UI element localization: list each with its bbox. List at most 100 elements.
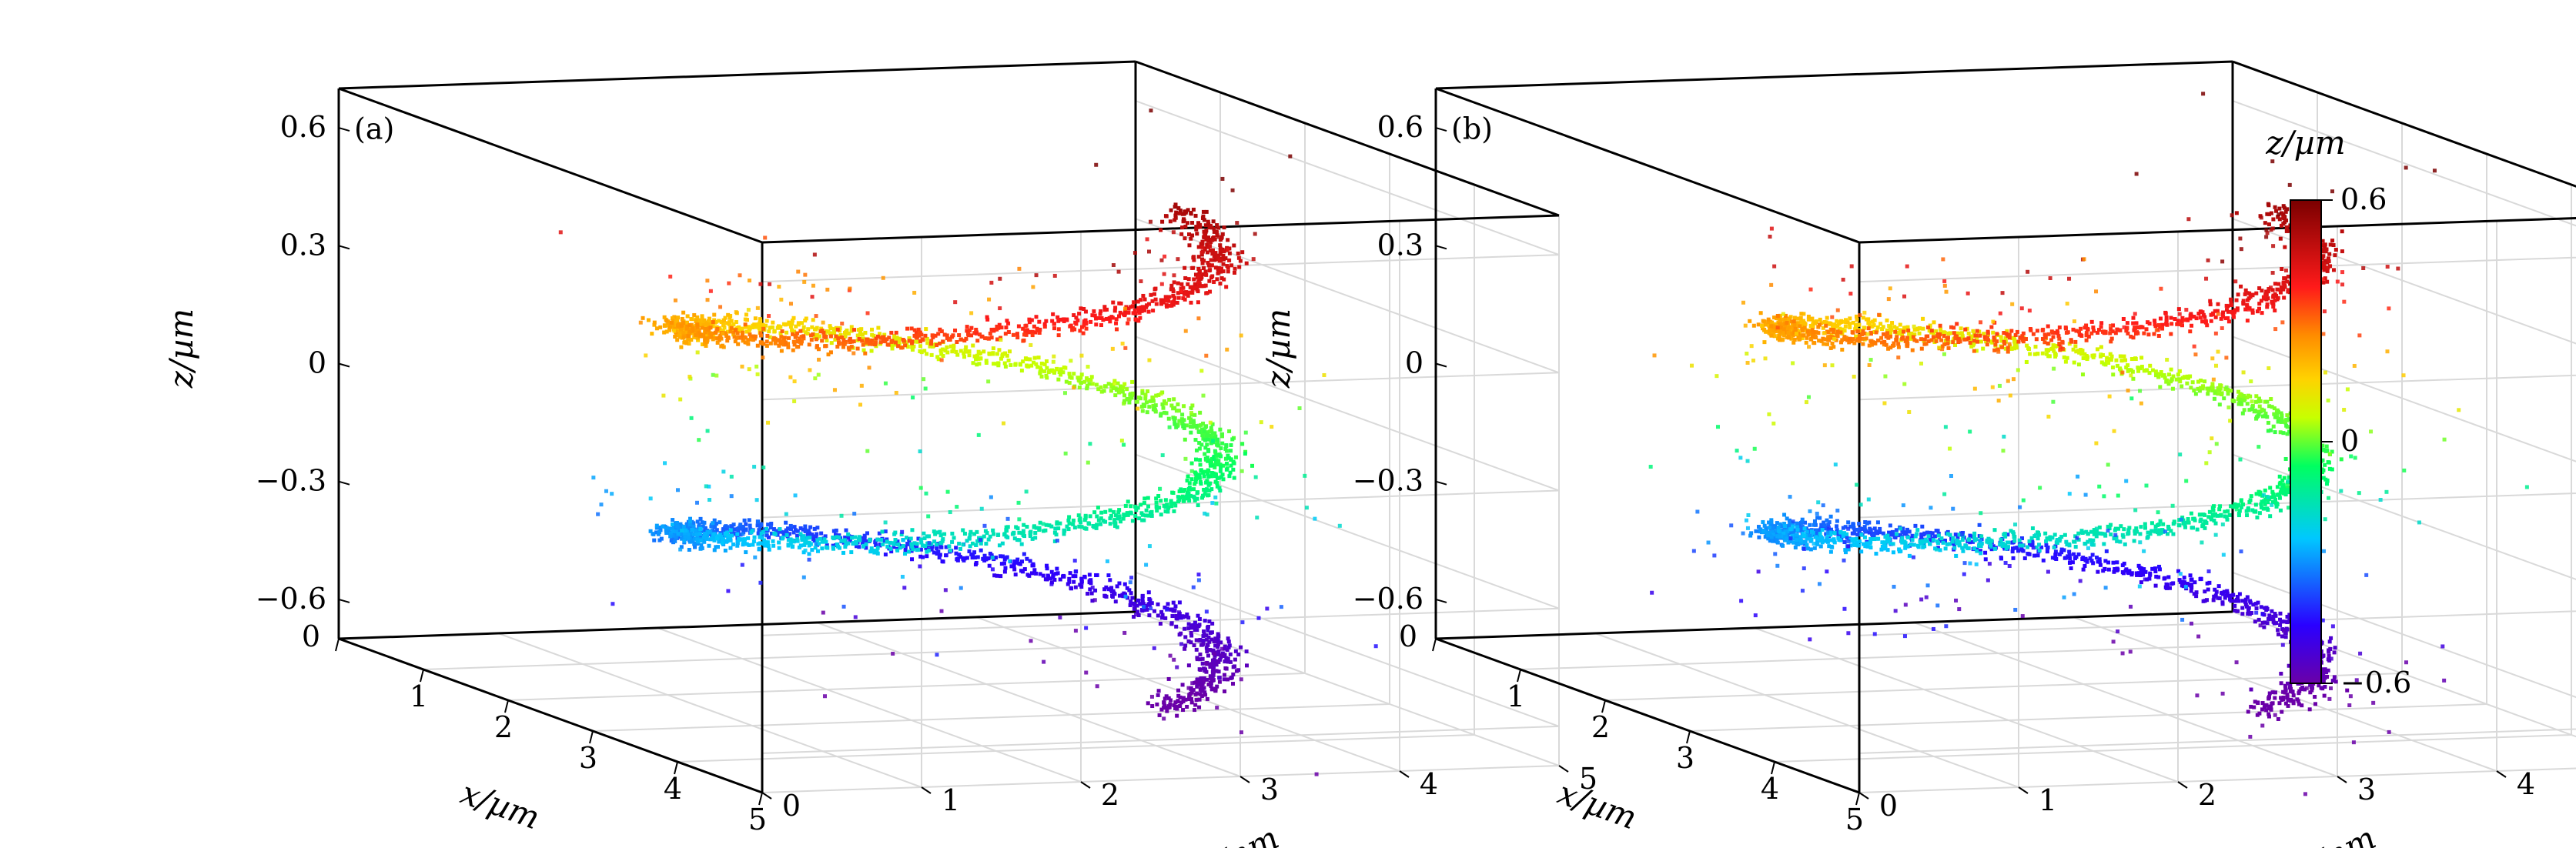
data-point	[1083, 513, 1088, 518]
data-point	[2253, 502, 2258, 507]
data-point	[1903, 543, 1908, 548]
data-point	[2327, 649, 2331, 654]
data-point	[758, 331, 763, 336]
outlier-point	[979, 506, 984, 511]
data-point	[1212, 639, 1216, 644]
data-point	[831, 327, 836, 332]
data-point	[2095, 529, 2099, 533]
data-point	[1950, 539, 1955, 544]
data-point	[1162, 706, 1166, 710]
data-point	[2147, 576, 2152, 581]
data-point	[1204, 237, 1209, 242]
data-point	[2265, 606, 2270, 611]
data-point	[1787, 518, 1791, 522]
data-point	[1199, 250, 1204, 255]
data-point	[2148, 532, 2153, 536]
data-point	[1885, 533, 1890, 538]
data-point	[807, 342, 811, 347]
floor-grid-x-5	[761, 765, 1560, 793]
y-axis-label: y/nm	[1194, 819, 1284, 848]
data-point	[2259, 605, 2263, 609]
data-point	[1931, 538, 1935, 543]
data-point	[1177, 600, 1182, 605]
data-point	[865, 531, 870, 536]
x-tick-label-3: 3	[579, 741, 597, 775]
data-point	[1229, 263, 1234, 268]
data-point	[2136, 563, 2141, 568]
data-point	[938, 533, 943, 538]
data-point	[768, 526, 773, 530]
data-point	[1206, 235, 1211, 240]
data-point	[2207, 509, 2212, 514]
data-point	[1092, 309, 1096, 313]
data-point	[721, 319, 726, 323]
y-tick-label-3: 3	[2357, 773, 2376, 806]
outlier-point	[814, 542, 818, 546]
data-point	[903, 545, 908, 549]
data-point	[1027, 320, 1032, 325]
data-point	[721, 323, 726, 328]
data-point	[1197, 282, 1202, 286]
data-point	[2289, 686, 2293, 691]
data-point	[2281, 689, 2286, 694]
data-point	[961, 543, 965, 547]
outlier-point	[1162, 716, 1166, 721]
data-point	[908, 536, 913, 541]
data-point	[728, 314, 733, 319]
data-point	[869, 546, 874, 551]
data-point	[674, 521, 679, 526]
data-point	[1217, 679, 1222, 684]
data-point	[2267, 704, 2271, 709]
data-point	[1082, 518, 1087, 522]
data-point	[2281, 482, 2286, 487]
data-point	[1195, 496, 1199, 501]
data-point	[1052, 539, 1057, 543]
data-point	[846, 532, 851, 536]
y-tick-3	[1239, 776, 1250, 783]
data-point	[1223, 666, 1228, 670]
data-point	[702, 520, 707, 525]
data-point	[1863, 520, 1868, 525]
data-point	[2245, 513, 2250, 518]
data-point	[1169, 698, 1173, 703]
data-point	[982, 349, 986, 354]
data-point	[1822, 539, 1827, 543]
data-point	[2109, 533, 2113, 537]
data-point	[679, 533, 684, 537]
data-point	[1000, 354, 1005, 359]
data-point	[1176, 205, 1181, 210]
data-point	[820, 539, 825, 544]
data-point	[755, 343, 760, 348]
data-point	[1857, 539, 1862, 544]
data-point	[1218, 462, 1223, 467]
data-point	[819, 531, 824, 536]
data-point	[878, 332, 882, 336]
data-point	[1874, 552, 1878, 556]
data-point	[2167, 586, 2172, 590]
data-point	[1888, 523, 1892, 528]
data-point	[1090, 382, 1095, 386]
data-point	[2015, 546, 2019, 550]
data-point	[695, 315, 700, 319]
data-point	[1196, 300, 1200, 305]
data-point	[1130, 596, 1135, 600]
data-point	[1206, 469, 1211, 473]
x-tick-label-3: 3	[1676, 741, 1694, 775]
outlier-point	[1052, 273, 1057, 278]
data-point	[1032, 324, 1036, 329]
data-point	[1785, 516, 1789, 521]
data-point	[841, 341, 845, 346]
data-point	[2270, 690, 2275, 695]
data-point	[1886, 539, 1891, 544]
data-point	[2068, 556, 2073, 561]
data-point	[909, 326, 914, 331]
data-point	[1079, 579, 1084, 584]
data-point	[1186, 493, 1190, 498]
data-point	[1231, 467, 1236, 472]
data-point	[2062, 533, 2067, 537]
data-point	[654, 530, 658, 535]
data-point	[974, 327, 979, 332]
data-point	[1776, 525, 1781, 529]
data-point	[2271, 617, 2276, 622]
data-point	[1767, 526, 1771, 530]
